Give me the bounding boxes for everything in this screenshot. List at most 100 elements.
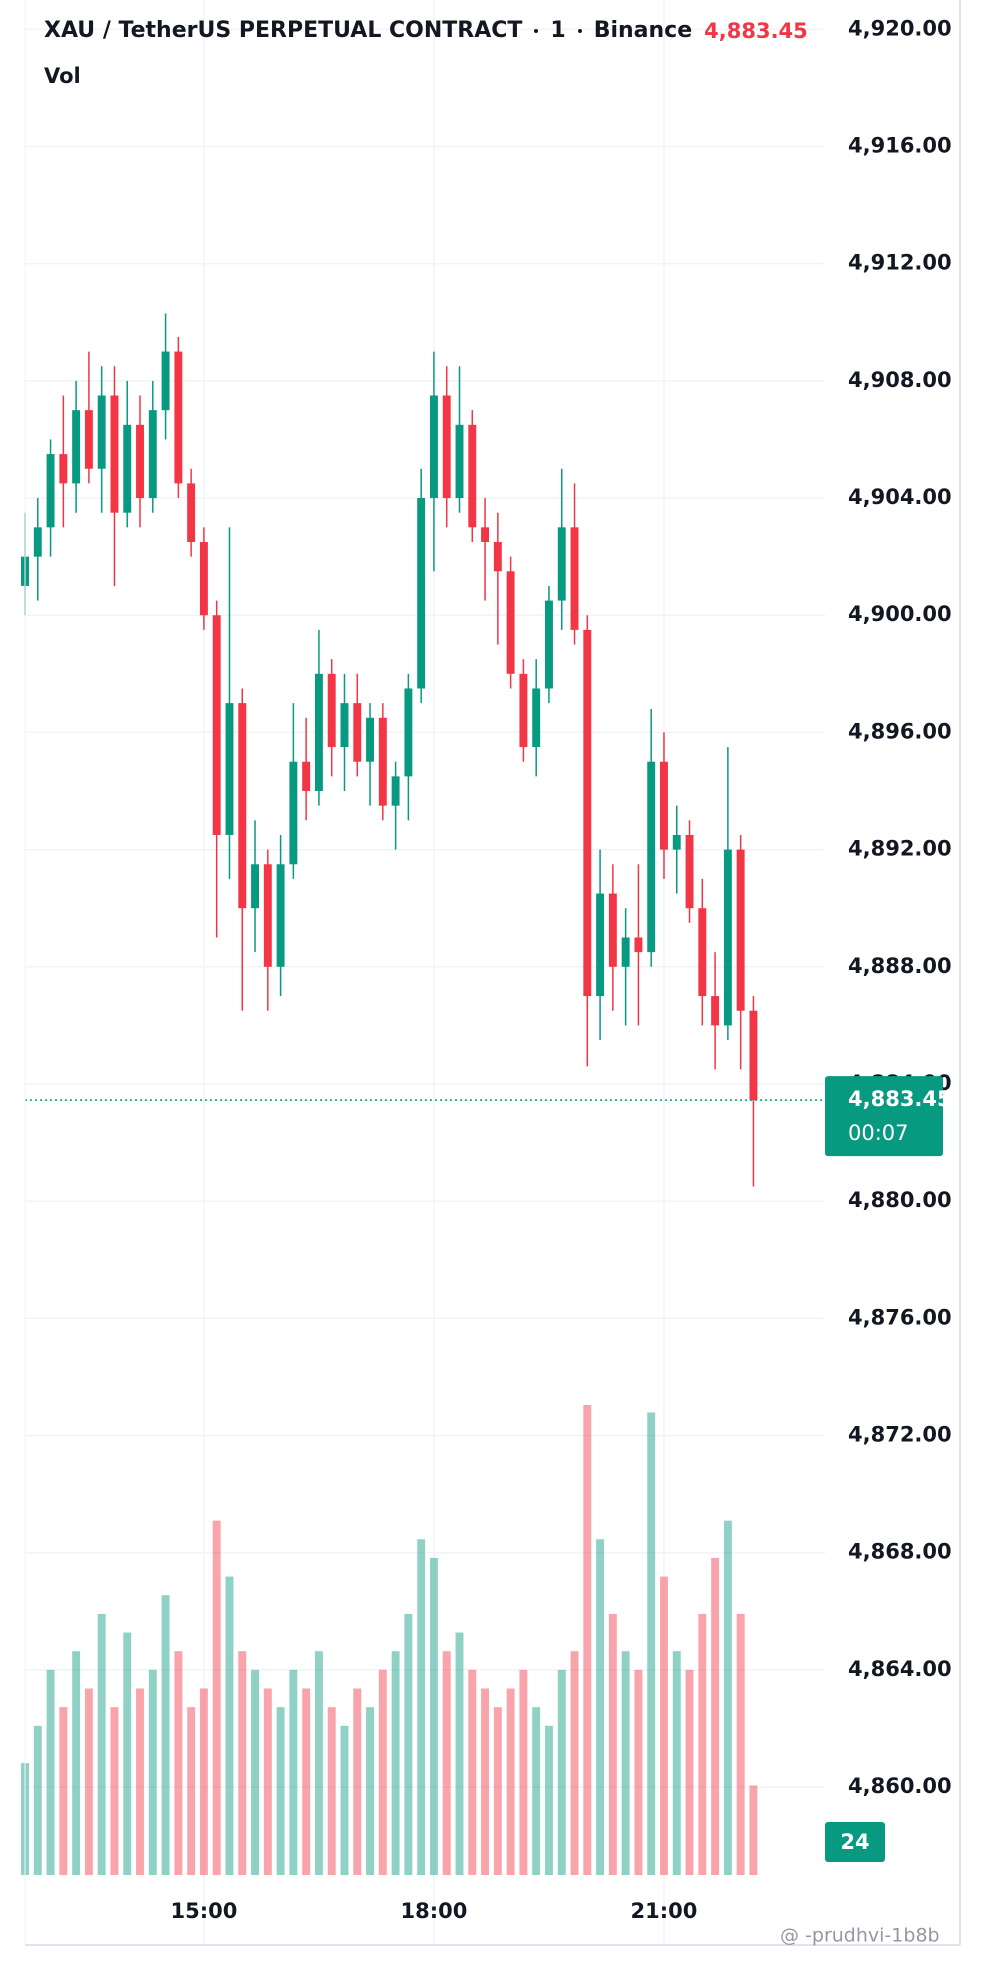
candle-body xyxy=(366,717,375,762)
y-tick-label: 4,892.00 xyxy=(848,837,952,861)
candle-body xyxy=(238,703,247,909)
candle-body xyxy=(519,673,528,748)
separator xyxy=(577,28,582,33)
candle-body xyxy=(442,395,451,499)
candle-body xyxy=(429,395,438,499)
exchange: Binance xyxy=(593,18,693,43)
volume-bar xyxy=(417,1539,426,1875)
volume-bar xyxy=(493,1707,502,1875)
volume-bar xyxy=(404,1613,413,1875)
volume-bar xyxy=(110,1707,119,1875)
header: XAU / TetherUS PERPETUAL CONTRACT 1 Bina… xyxy=(44,18,808,43)
y-tick-label: 4,860.00 xyxy=(848,1774,952,1798)
last-price-label: 4,883.45 xyxy=(848,1087,952,1111)
y-tick-label: 4,908.00 xyxy=(848,368,952,392)
volume-bar xyxy=(391,1651,400,1875)
volume-bar xyxy=(263,1688,272,1875)
volume-bar xyxy=(723,1520,732,1875)
y-tick-label: 4,904.00 xyxy=(848,485,952,509)
volume-bar xyxy=(506,1688,515,1875)
candle-body xyxy=(723,849,732,1026)
x-tick-label: 15:00 xyxy=(170,1899,237,1923)
watermark: @ -prudhvi-1b8b xyxy=(780,1925,940,1947)
candle-body xyxy=(340,703,349,748)
candle-body xyxy=(136,424,144,499)
countdown: 00:07 xyxy=(848,1121,909,1145)
candle-body xyxy=(481,527,490,542)
volume-bar xyxy=(46,1669,55,1875)
candle-body xyxy=(378,717,387,806)
candle-body xyxy=(455,424,464,499)
candle-body xyxy=(685,834,694,909)
candle-body xyxy=(263,864,272,967)
candle-body xyxy=(353,703,362,762)
volume-bar xyxy=(174,1651,183,1875)
volume-bar xyxy=(685,1669,694,1875)
volume-bar xyxy=(698,1613,707,1875)
volume-bar xyxy=(545,1725,553,1875)
candle-body xyxy=(621,937,630,967)
candle-body xyxy=(698,908,707,997)
volume-bar xyxy=(225,1576,234,1875)
candle-body xyxy=(276,864,285,967)
volume-bar xyxy=(187,1707,196,1875)
candle-body xyxy=(59,454,68,484)
volume-bar xyxy=(583,1405,592,1875)
volume-bar xyxy=(378,1669,387,1875)
candle-body xyxy=(736,849,745,1011)
y-tick-label: 4,864.00 xyxy=(848,1657,952,1681)
volume-bar xyxy=(596,1539,605,1875)
last-price-box xyxy=(825,1076,943,1157)
volume-bar xyxy=(557,1669,566,1875)
volume-bar xyxy=(672,1651,681,1875)
volume-bar xyxy=(33,1725,42,1875)
candle-body xyxy=(251,864,259,909)
volume-bar xyxy=(532,1707,541,1875)
y-tick-label: 4,912.00 xyxy=(848,251,952,275)
candle-body xyxy=(212,615,221,835)
candle-body xyxy=(391,776,400,806)
volume-bar xyxy=(442,1651,451,1875)
volume-label: 24 xyxy=(840,1830,869,1854)
candle-body xyxy=(314,673,323,792)
volume-bar xyxy=(327,1707,336,1875)
candle-body xyxy=(33,527,42,557)
volume-bar xyxy=(749,1785,758,1875)
y-tick-label: 4,900.00 xyxy=(848,602,952,626)
volume-bar xyxy=(199,1688,208,1875)
volume-bar xyxy=(340,1725,349,1875)
candle-body xyxy=(711,996,720,1026)
candle-body xyxy=(468,424,477,528)
y-tick-label: 4,872.00 xyxy=(848,1423,952,1447)
volume-bar xyxy=(353,1688,362,1875)
candle-body xyxy=(97,395,106,469)
volume-bar xyxy=(72,1651,81,1875)
volume-bar xyxy=(570,1651,579,1875)
volume-bar xyxy=(647,1412,656,1875)
volume-bar xyxy=(84,1688,93,1875)
grid xyxy=(25,0,825,1945)
candle-body xyxy=(608,893,617,967)
candle-body xyxy=(672,834,681,850)
candle-body xyxy=(583,629,592,997)
volume-bar xyxy=(238,1651,247,1875)
candle-body xyxy=(174,351,183,484)
candle-body xyxy=(596,893,605,997)
volume-bar xyxy=(455,1632,464,1875)
volume-bar xyxy=(660,1576,668,1875)
y-tick-label: 4,876.00 xyxy=(848,1305,952,1329)
y-tick-label: 4,880.00 xyxy=(848,1188,952,1212)
x-tick-label: 18:00 xyxy=(401,1899,468,1923)
volume-pane xyxy=(21,1405,758,1875)
volume-bar xyxy=(148,1669,157,1875)
interval: 1 xyxy=(550,18,566,43)
header-price: 4,883.45 xyxy=(704,18,808,43)
candle-body xyxy=(660,761,668,850)
volume-bar xyxy=(59,1707,68,1875)
candle-body xyxy=(557,527,566,601)
volume-title: Vol xyxy=(44,64,81,88)
y-tick-label: 4,868.00 xyxy=(848,1540,952,1564)
candle-body xyxy=(493,541,502,572)
x-tick-label: 21:00 xyxy=(631,1899,698,1923)
